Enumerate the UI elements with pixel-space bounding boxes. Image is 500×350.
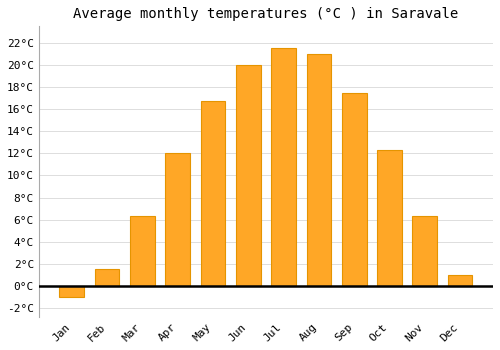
Bar [200, 102, 226, 286]
Title: Average monthly temperatures (°C ) in Saravale: Average monthly temperatures (°C ) in Sa… [74, 7, 458, 21]
Bar [166, 153, 190, 286]
Bar [94, 269, 120, 286]
Bar [377, 150, 402, 286]
Bar [342, 92, 366, 286]
Bar [306, 54, 331, 286]
Bar [271, 48, 296, 286]
Bar [130, 216, 155, 286]
Bar [448, 275, 472, 286]
Bar [60, 286, 84, 297]
Bar [236, 65, 260, 286]
Bar [412, 216, 437, 286]
